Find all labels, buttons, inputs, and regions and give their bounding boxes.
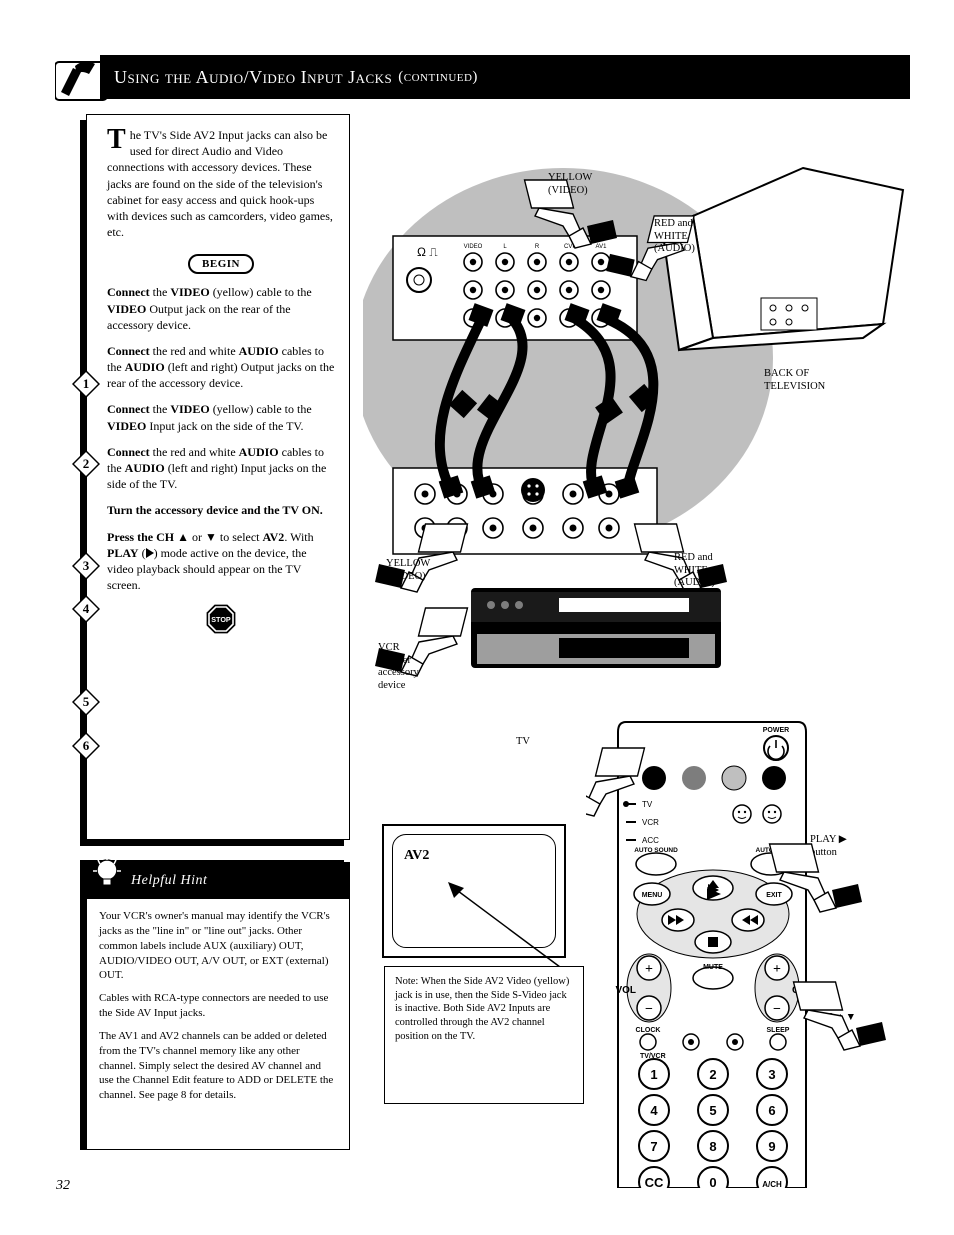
step-2-text: Connect the red and white AUDIO cables t… bbox=[107, 343, 335, 392]
step-5-text: Turn the accessory device and the TV ON. bbox=[107, 502, 335, 518]
svg-text:AV1: AV1 bbox=[596, 244, 608, 250]
svg-text:TV: TV bbox=[642, 800, 653, 809]
steps-box: T he TV's Side AV2 Input jacks can also … bbox=[86, 114, 350, 840]
svg-text:3: 3 bbox=[768, 1067, 775, 1082]
hint-paragraph: Your VCR's owner's manual may identify t… bbox=[99, 909, 337, 983]
callout-vcr: VCRor otheraccessorydevice bbox=[378, 642, 468, 692]
svg-text:SLEEP: SLEEP bbox=[767, 1027, 790, 1034]
hint-body: Your VCR's owner's manual may identify t… bbox=[87, 899, 349, 1121]
step-6-text: Press the CH ▲ or ▼ to select AV2. With … bbox=[107, 529, 335, 594]
svg-text:+: + bbox=[773, 962, 781, 977]
step-diamond-1: 1 bbox=[72, 370, 100, 398]
note-arrow bbox=[444, 878, 594, 978]
callout-remote-tv: TV bbox=[516, 736, 566, 749]
svg-text:VIDEO: VIDEO bbox=[464, 244, 483, 250]
svg-text:+: + bbox=[645, 962, 653, 977]
svg-text:7: 7 bbox=[650, 1139, 657, 1154]
step-1: Connect the VIDEO (yellow) cable to the … bbox=[107, 284, 335, 333]
svg-text:EXIT: EXIT bbox=[766, 892, 782, 899]
svg-text:2: 2 bbox=[83, 456, 90, 471]
page-root: Using the Audio/Video Input Jacks (conti… bbox=[0, 0, 954, 1235]
svg-text:6: 6 bbox=[83, 738, 90, 753]
svg-text:8: 8 bbox=[709, 1139, 716, 1154]
svg-text:5: 5 bbox=[709, 1103, 716, 1118]
tv-screen-label: AV2 bbox=[404, 848, 429, 864]
begin-badge: BEGIN bbox=[188, 254, 254, 274]
svg-text:Ω ⎍: Ω ⎍ bbox=[417, 245, 438, 259]
step-4-text: Connect the red and white AUDIO cables t… bbox=[107, 444, 335, 493]
svg-text:R: R bbox=[535, 244, 540, 250]
step-3: Connect the VIDEO (yellow) cable to the … bbox=[107, 401, 335, 433]
svg-text:2: 2 bbox=[709, 1067, 716, 1082]
svg-text:5: 5 bbox=[83, 694, 90, 709]
page-number: 32 bbox=[56, 1178, 70, 1194]
step-2: Connect the red and white AUDIO cables t… bbox=[107, 343, 335, 392]
step-diamond-3: 3 bbox=[72, 552, 100, 580]
step-diamond-6: 6 bbox=[72, 732, 100, 760]
callout-yellow-tv: YELLOW(VIDEO) bbox=[548, 172, 638, 197]
step-diamond-4: 4 bbox=[72, 595, 100, 623]
svg-text:4: 4 bbox=[650, 1103, 658, 1118]
steps-intro: T he TV's Side AV2 Input jacks can also … bbox=[107, 127, 335, 240]
step-4: Connect the red and white AUDIO cables t… bbox=[107, 444, 335, 493]
svg-text:CC: CC bbox=[645, 1175, 664, 1188]
svg-text:STOP: STOP bbox=[211, 616, 231, 625]
callout-redwhite-dev: RED andWHITE(AUDIO) bbox=[674, 552, 764, 590]
section-header: Using the Audio/Video Input Jacks (conti… bbox=[100, 55, 910, 99]
svg-text:−: − bbox=[773, 1002, 781, 1017]
hint-header: Helpful Hint bbox=[87, 863, 349, 899]
svg-text:0: 0 bbox=[709, 1175, 716, 1188]
section-header-title: Using the Audio/Video Input Jacks bbox=[114, 67, 392, 88]
svg-text:4: 4 bbox=[83, 601, 90, 616]
svg-text:CLOCK: CLOCK bbox=[636, 1027, 661, 1034]
svg-text:ACC: ACC bbox=[642, 836, 659, 845]
callout-yellow-dev: YELLOW(VIDEO) bbox=[386, 558, 476, 583]
s-video-note-text: Note: When the Side AV2 Video (yellow) j… bbox=[395, 976, 569, 1042]
lightbulb-icon bbox=[92, 858, 122, 896]
svg-text:AUTO SOUND: AUTO SOUND bbox=[634, 847, 678, 854]
svg-text:−: − bbox=[645, 1002, 653, 1017]
step-diamond-2: 2 bbox=[72, 450, 100, 478]
hint-paragraph: The AV1 and AV2 channels can be added or… bbox=[99, 1029, 337, 1103]
svg-text:9: 9 bbox=[768, 1139, 775, 1154]
step-3-text: Connect the VIDEO (yellow) cable to the … bbox=[107, 401, 335, 433]
step-diamond-5: 5 bbox=[72, 688, 100, 716]
svg-text:3: 3 bbox=[83, 558, 90, 573]
svg-text:A/CH: A/CH bbox=[762, 1180, 782, 1188]
svg-text:MENU: MENU bbox=[642, 892, 663, 899]
step-5: Turn the accessory device and the TV ON. bbox=[107, 502, 335, 518]
svg-text:6: 6 bbox=[768, 1103, 775, 1118]
s-video-note: Note: When the Side AV2 Video (yellow) j… bbox=[384, 966, 584, 1104]
dropcap: T bbox=[107, 127, 126, 152]
step-1-text: Connect the VIDEO (yellow) cable to the … bbox=[107, 284, 335, 333]
section-header-subtitle: (continued) bbox=[398, 69, 478, 86]
svg-text:VCR: VCR bbox=[642, 818, 659, 827]
stop-badge: STOP bbox=[205, 603, 237, 635]
svg-text:VOL: VOL bbox=[615, 985, 636, 996]
remote-control: POWER TV VCR ACC AUTO SOUND AUTO PIC MEN… bbox=[586, 718, 896, 1188]
svg-text:MUTE: MUTE bbox=[703, 964, 723, 971]
svg-text:1: 1 bbox=[650, 1067, 657, 1082]
svg-text:1: 1 bbox=[83, 376, 90, 391]
svg-text:POWER: POWER bbox=[763, 727, 789, 734]
cable-diagram: Ω ⎍ VIDEOLRCVIAV1 bbox=[363, 138, 933, 718]
hint-paragraph: Cables with RCA-type connectors are need… bbox=[99, 991, 337, 1021]
hint-box: Helpful Hint Your VCR's owner's manual m… bbox=[86, 862, 350, 1150]
steps-intro-body: he TV's Side AV2 Input jacks can also be… bbox=[107, 128, 333, 239]
callout-redwhite-tv: RED andWHITE(AUDIO) bbox=[654, 218, 744, 256]
callout-back-of-tv: BACK OFTELEVISION bbox=[764, 368, 854, 393]
step-6: Press the CH ▲ or ▼ to select AV2. With … bbox=[107, 529, 335, 594]
